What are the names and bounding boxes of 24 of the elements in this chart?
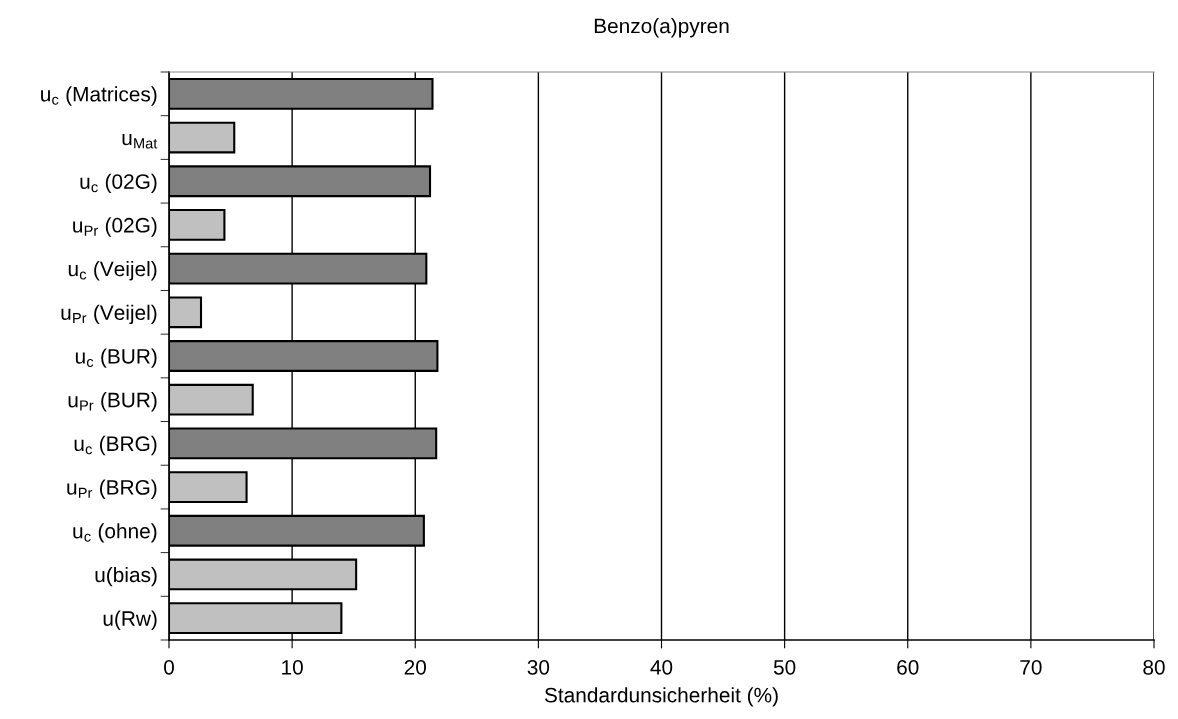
x-tick-label: 0 bbox=[164, 659, 174, 675]
y-tick-label: u$_{c}$ (Matrices) bbox=[41, 86, 157, 106]
y-tick-label: u$_{c}$ (BRG) bbox=[74, 435, 157, 456]
x-tick-label: 80 bbox=[1143, 659, 1165, 675]
y-tick-label: u$_{c}$ (ohne) bbox=[73, 523, 157, 543]
y-tick-label: u(Rw) bbox=[103, 610, 157, 631]
chart-title: Benzo(a)pyren bbox=[594, 18, 729, 38]
x-tick-label: 10 bbox=[282, 659, 303, 675]
y-tick-label: u$_{Pr}$ (BRG) bbox=[67, 479, 157, 499]
y-tick-label: u(bias) bbox=[95, 566, 157, 587]
y-tick-label: u$_{Pr}$ (02G) bbox=[73, 217, 157, 237]
x-tick-label: 60 bbox=[897, 659, 919, 675]
x-tick-label: 70 bbox=[1020, 659, 1042, 675]
x-tick-label: 20 bbox=[404, 659, 427, 675]
y-tick-label: u$_{Mat}$ bbox=[122, 134, 158, 149]
y-tick-label: u$_{Pr}$ (BUR) bbox=[68, 392, 157, 412]
y-tick-label: u$_{Pr}$ (Veijel) bbox=[61, 304, 157, 325]
x-tick-label: 30 bbox=[527, 659, 550, 675]
y-tick-label: u$_{c}$ (02G) bbox=[80, 173, 157, 194]
x-axis-title: Standardunsicherheit (%) bbox=[544, 687, 778, 707]
y-tick-label: u$_{c}$ (BUR) bbox=[75, 348, 157, 368]
x-tick-label: 50 bbox=[773, 659, 796, 675]
x-tick-label: 40 bbox=[650, 659, 673, 675]
y-tick-label: u$_{c}$ (Veijel) bbox=[68, 261, 157, 281]
